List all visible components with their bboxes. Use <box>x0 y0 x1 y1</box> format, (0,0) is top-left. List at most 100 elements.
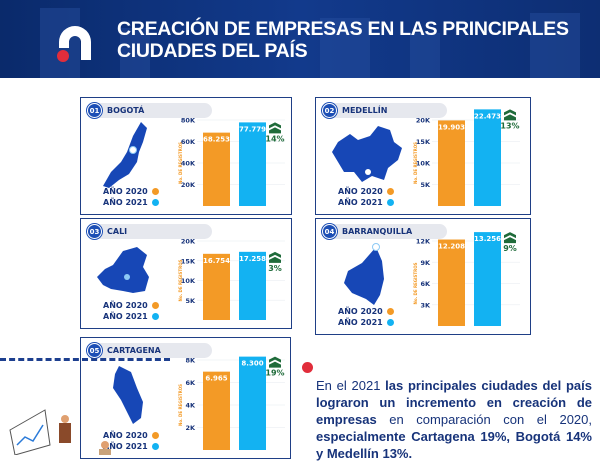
growth-percent: 3% <box>268 264 282 273</box>
city-map-icon <box>332 126 402 182</box>
header-banner: CREACIÓN DE EMPRESAS EN LAS PRINCIPALES … <box>0 0 600 78</box>
city-name: BARRANQUILLA <box>342 227 413 236</box>
city-map-icon <box>103 122 147 188</box>
chart-legend: AÑO 2020 AÑO 2021 <box>103 430 159 452</box>
growth-arrow-icon <box>504 232 516 244</box>
growth-arrow-icon <box>269 122 281 134</box>
y-axis-label: No. DE REGISTROS <box>178 142 183 184</box>
city-number-badge: 04 <box>322 224 337 239</box>
y-tick-label: 6K <box>420 280 431 288</box>
city-number-badge: 01 <box>87 103 102 118</box>
summary-text: En el 2021 las principales ciudades del … <box>316 378 592 461</box>
bar-value-label: 77.779 <box>239 125 266 133</box>
bar-2020 <box>203 132 230 206</box>
bar-value-label: 13.256 <box>474 235 501 243</box>
y-tick-label: 20K <box>181 238 196 246</box>
bar-2021 <box>474 232 501 326</box>
legend-dot-2020 <box>151 302 159 309</box>
city-map-icon <box>344 243 384 305</box>
city-map-icon <box>113 366 143 424</box>
y-tick-label: 5K <box>420 181 431 189</box>
growth-percent: 14% <box>265 134 284 143</box>
legend-dot-2021 <box>151 443 159 450</box>
growth-percent: 13% <box>500 121 519 130</box>
growth-arrow-icon <box>269 356 281 368</box>
bar-value-label: 16.754 <box>203 257 230 265</box>
growth-arrow-icon <box>269 251 281 263</box>
bar-2020 <box>438 239 465 326</box>
legend-dot-2020 <box>386 188 394 195</box>
city-name: BOGOTÁ <box>107 106 145 115</box>
bar-value-label: 12.208 <box>438 243 465 251</box>
legend-dot-2021 <box>151 199 159 206</box>
bar-2021 <box>474 109 501 206</box>
city-panel-5: 05 CARTAGENA AÑO 2020 AÑO 2021 No. DE REG… <box>80 337 291 459</box>
city-number-badge: 03 <box>87 224 102 239</box>
bar-value-label: 8.300 <box>241 360 263 368</box>
y-tick-label: 20K <box>416 117 431 125</box>
page-title: CREACIÓN DE EMPRESAS EN LAS PRINCIPALES … <box>117 18 569 62</box>
bar-2021 <box>239 122 266 206</box>
city-map-icon <box>97 247 149 293</box>
bar-value-label: 68.253 <box>203 136 230 144</box>
city-name: CALI <box>107 227 128 236</box>
legend-dot-2020 <box>151 432 159 439</box>
city-name: CARTAGENA <box>107 346 161 355</box>
presenter-illustration <box>9 409 111 455</box>
y-tick-label: 20K <box>181 181 196 189</box>
y-axis-label: No. DE REGISTROS <box>178 384 183 426</box>
bar-2020 <box>203 253 230 320</box>
y-axis-label: No. DE REGISTROS <box>413 262 418 304</box>
y-tick-label: 80K <box>181 117 196 125</box>
y-tick-label: 10K <box>181 277 196 285</box>
y-tick-label: 12K <box>416 238 431 246</box>
bar-2021 <box>239 251 266 320</box>
city-panel-1: 01 BOGOTÁ AÑO 2020 AÑO 2021 No. DE REGIST… <box>80 97 292 215</box>
y-tick-label: 5K <box>185 297 196 305</box>
growth-percent: 19% <box>265 369 284 378</box>
growth-arrow-icon <box>504 109 516 121</box>
y-tick-label: 4K <box>185 402 196 410</box>
dashed-divider <box>0 358 170 361</box>
y-axis-label: No. DE REGISTROS <box>413 142 418 184</box>
bar-value-label: 19.903 <box>438 123 465 131</box>
bar-2021 <box>239 356 266 450</box>
city-panel-3: 03 CALI AÑO 2020 AÑO 2021 No. DE REGISTRO… <box>80 218 292 329</box>
bullet-dot <box>302 362 313 373</box>
bar-value-label: 6.965 <box>205 375 227 383</box>
city-panel-2: 02 MEDELLÍN AÑO 2020 AÑO 2021 No. DE REGI… <box>315 97 531 215</box>
chart-legend: AÑO 2020 AÑO 2021 <box>103 300 159 322</box>
y-tick-label: 3K <box>420 301 431 309</box>
chart-legend: AÑO 2020 AÑO 2021 <box>338 186 394 208</box>
y-tick-label: 40K <box>181 160 196 168</box>
legend-dot-2021 <box>386 199 394 206</box>
y-tick-label: 15K <box>181 257 196 265</box>
city-label: 05 CARTAGENA <box>87 343 212 358</box>
y-tick-label: 8K <box>185 357 196 365</box>
brand-logo <box>57 26 91 62</box>
city-label: 02 MEDELLÍN <box>322 103 447 118</box>
bar-value-label: 17.258 <box>239 255 266 263</box>
legend-dot-2021 <box>151 313 159 320</box>
y-tick-label: 9K <box>420 259 431 267</box>
y-tick-label: 10K <box>416 160 431 168</box>
city-label: 03 CALI <box>87 224 212 239</box>
bar-chart: No. DE REGISTROS 5K 10K 15K 20K 16.754 17.2583… <box>178 238 285 320</box>
legend-dot-2020 <box>386 308 394 315</box>
y-tick-label: 6K <box>185 379 196 387</box>
growth-percent: 9% <box>503 244 517 253</box>
legend-dot-2020 <box>151 188 159 195</box>
city-panel-4: 04 BARRANQUILLA AÑO 2020 AÑO 2021 No. DE … <box>315 218 531 335</box>
chart-legend: AÑO 2020 AÑO 2021 <box>338 306 394 328</box>
chart-legend: AÑO 2020 AÑO 2021 <box>103 186 159 208</box>
y-tick-label: 15K <box>416 138 431 146</box>
y-tick-label: 60K <box>181 138 196 146</box>
city-number-badge: 02 <box>322 103 337 118</box>
city-name: MEDELLÍN <box>342 106 388 115</box>
city-label: 04 BARRANQUILLA <box>322 224 447 239</box>
y-axis-label: No. DE REGISTROS <box>178 259 183 301</box>
